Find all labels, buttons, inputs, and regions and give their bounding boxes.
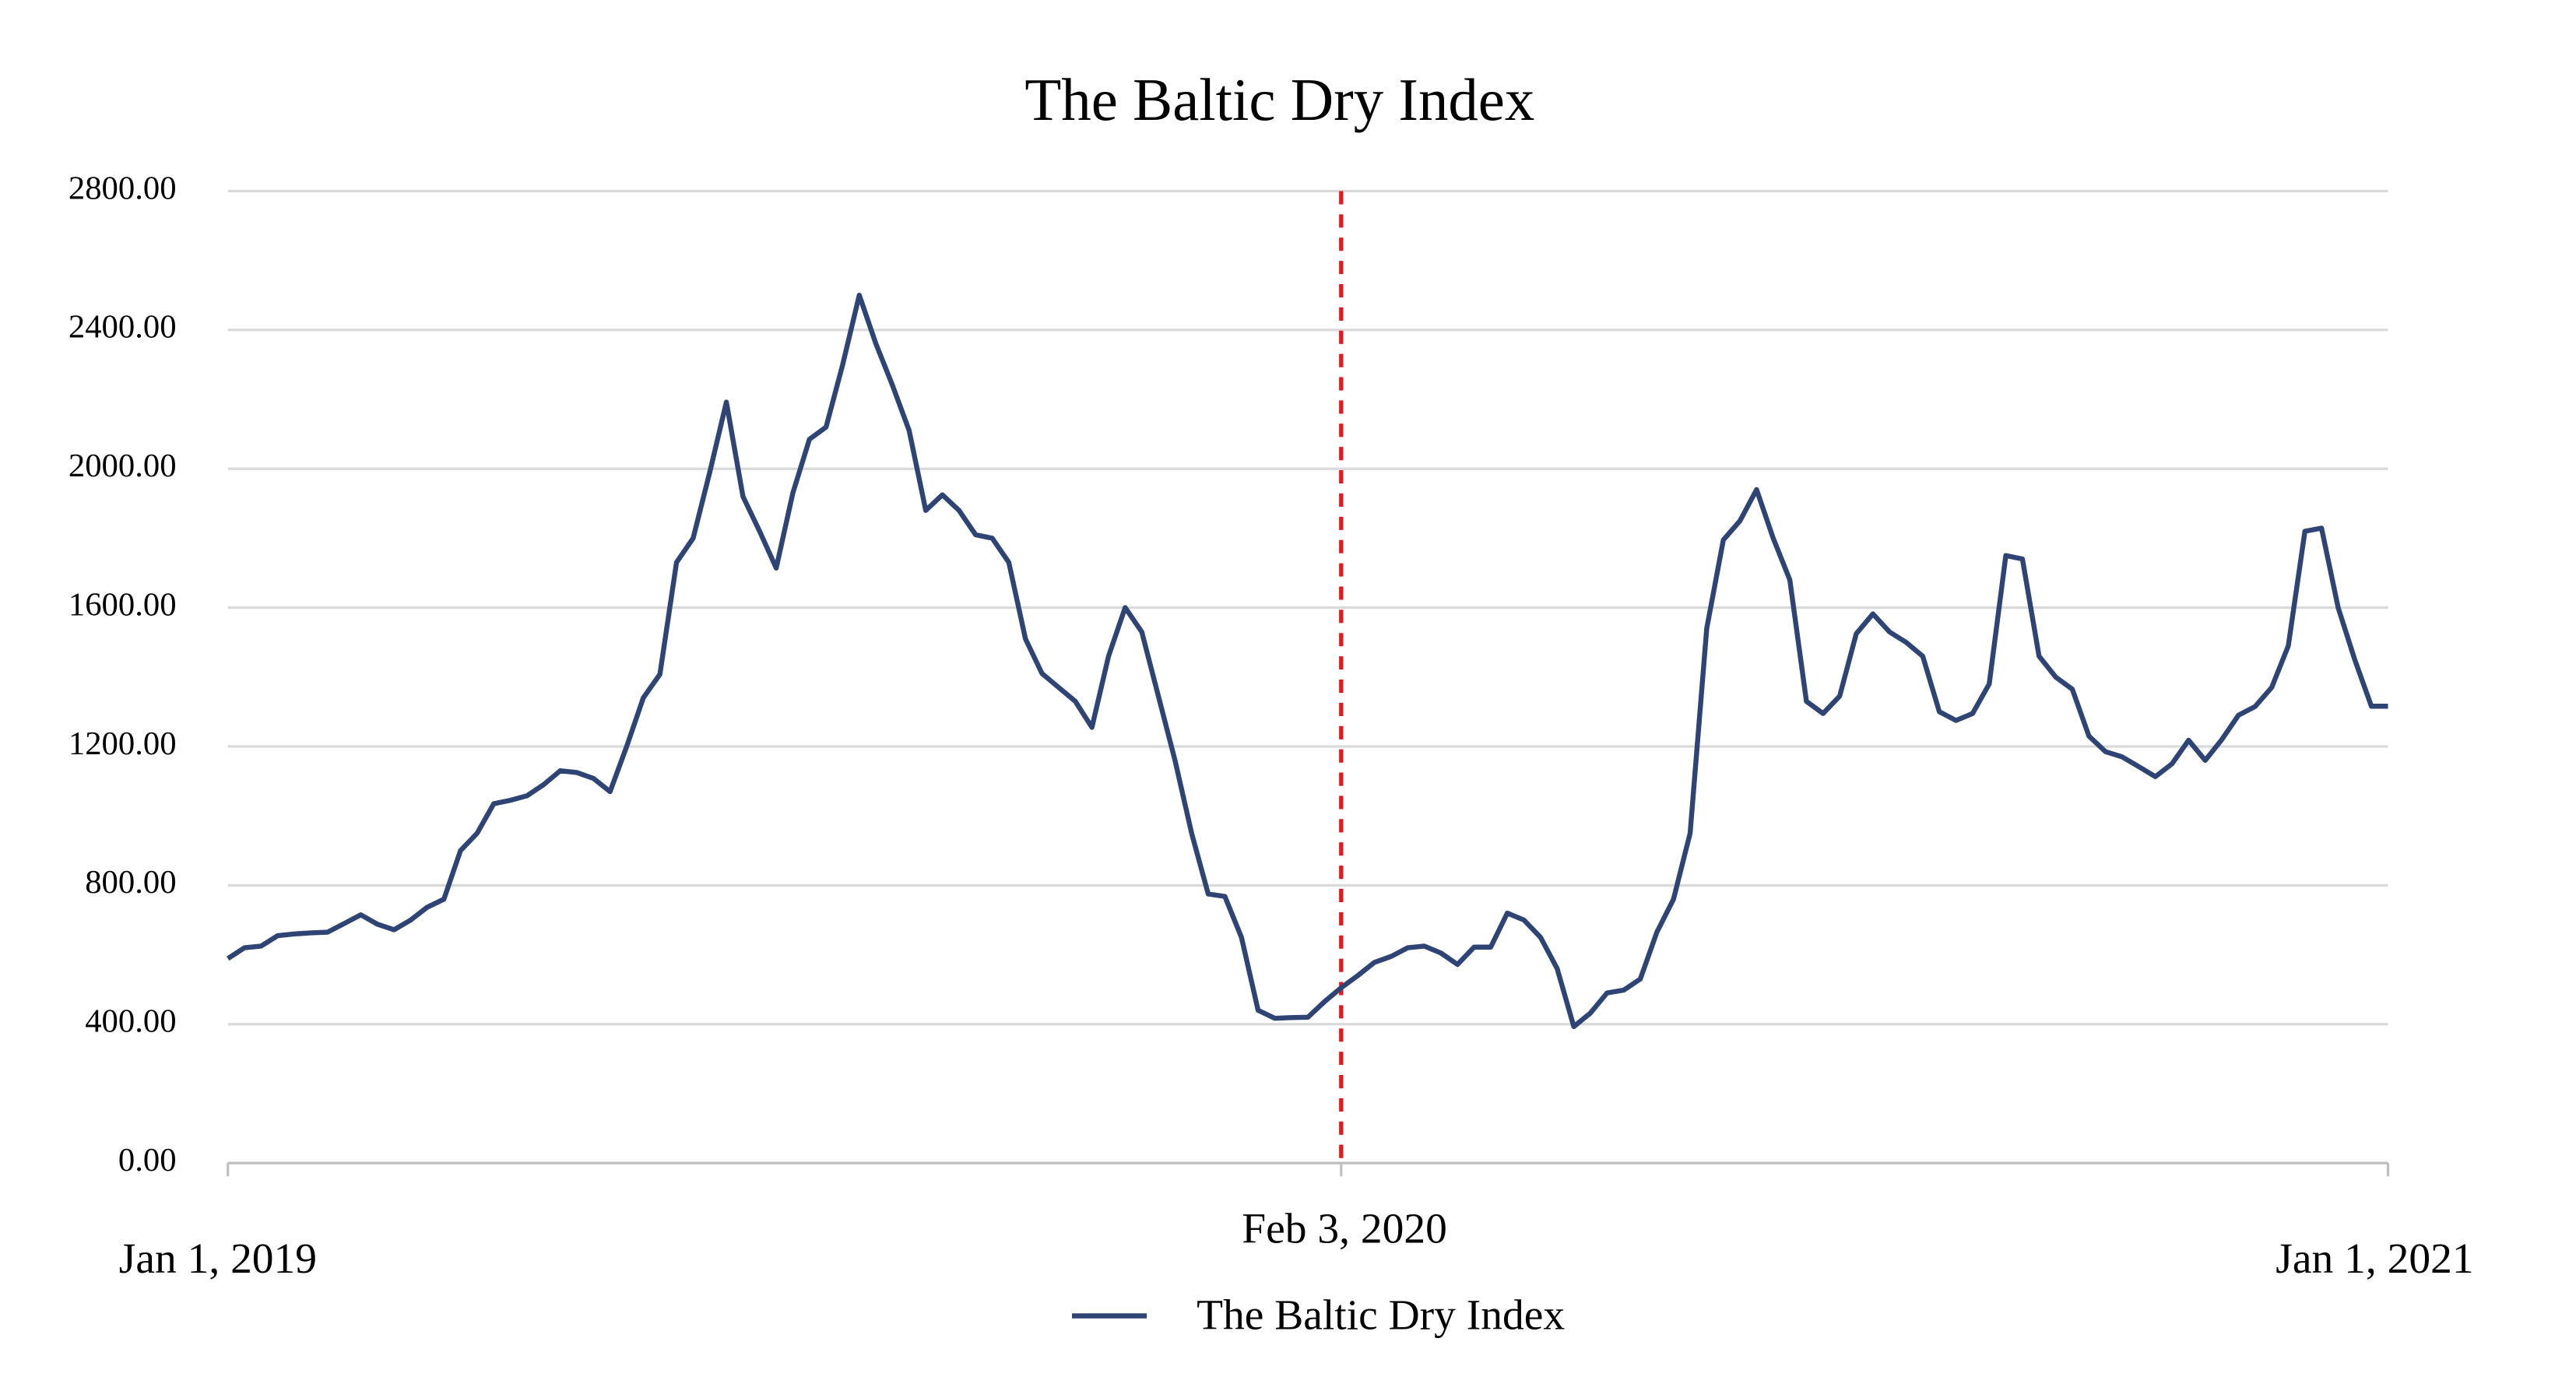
x-tick-label: Jan 1, 2021: [2276, 1235, 2473, 1283]
y-tick-label: 800.00: [85, 864, 176, 901]
x-tick-label: Feb 3, 2020: [1242, 1205, 1447, 1252]
y-tick-label: 1200.00: [69, 725, 177, 762]
chart-title: The Baltic Dry Index: [1024, 67, 1534, 133]
y-tick-label: 400.00: [85, 1003, 176, 1040]
legend-label: The Baltic Dry Index: [1197, 1291, 1565, 1339]
y-tick-label: 2400.00: [69, 309, 177, 346]
y-tick-label: 2800.00: [69, 170, 177, 206]
y-tick-label: 1600.00: [69, 586, 177, 623]
data-line: [226, 293, 2388, 1030]
x-tick-label: Jan 1, 2019: [119, 1235, 317, 1283]
y-tick-label: 0.00: [118, 1142, 177, 1179]
y-tick-label: 2000.00: [69, 448, 177, 484]
